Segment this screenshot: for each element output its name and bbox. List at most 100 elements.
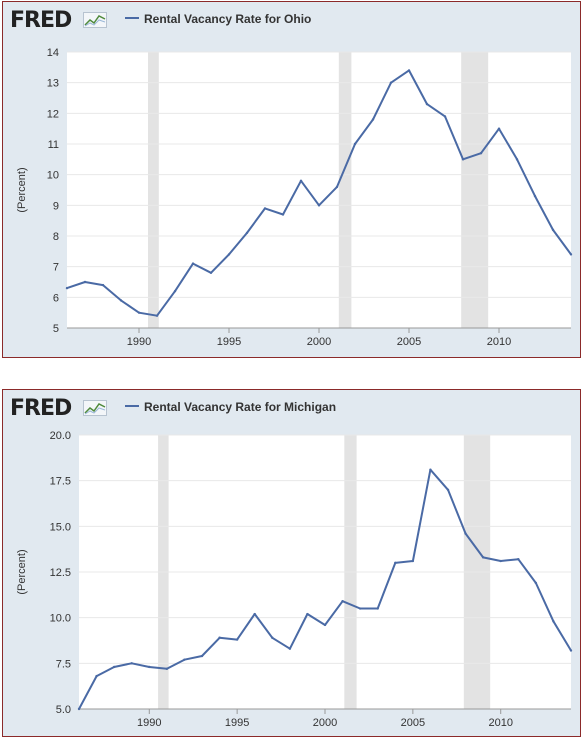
data-point [299, 179, 303, 182]
data-point [534, 581, 538, 585]
data-point [389, 81, 393, 84]
data-point [77, 707, 81, 711]
y-tick-label: 9 [53, 200, 59, 212]
x-tick-label: 2000 [313, 717, 337, 729]
recession-band [338, 52, 352, 328]
x-tick-label: 1995 [225, 717, 249, 729]
y-tick-label: 10.0 [50, 613, 71, 625]
y-tick-label: 7.5 [56, 658, 71, 670]
data-point [353, 142, 357, 146]
data-point [461, 158, 465, 161]
data-point [533, 194, 537, 198]
x-tick-label: 1990 [127, 336, 151, 348]
legend-swatch [125, 404, 139, 407]
data-point [551, 228, 555, 232]
data-point [552, 620, 555, 623]
y-tick-label: 13 [47, 78, 59, 90]
data-point [209, 271, 213, 274]
data-point [173, 290, 177, 293]
legend-label: Rental Vacancy Rate for Michigan [144, 400, 337, 414]
y-tick-label: 12 [47, 108, 59, 120]
chart-svg-ohio: 5 6 7 8 9 10 11 12 13 14 1990 1995 2000 2005 2010 (Perc… [16, 47, 573, 348]
y-tick-label: 7 [53, 262, 59, 274]
chart-panel-ohio: FRED Rental Vacancy Rate for Ohio 5 6 7 8 9 1… [2, 1, 581, 358]
recession-band [148, 52, 159, 328]
data-point [411, 559, 415, 563]
data-point [95, 674, 98, 678]
x-tick-label: 2005 [401, 717, 425, 729]
data-point [183, 658, 186, 661]
x-tick-label: 2010 [488, 717, 512, 729]
y-axis-label: (Percent) [16, 549, 28, 594]
fred-chart-icon [83, 400, 107, 416]
legend-label: Rental Vacancy Rate for Ohio [144, 12, 312, 26]
data-point [271, 636, 274, 639]
data-point [515, 158, 519, 161]
legend-item[interactable]: Rental Vacancy Rate for Michigan [125, 400, 336, 414]
data-point [137, 311, 141, 314]
y-tick-label: 15.0 [50, 521, 71, 533]
data-point [335, 185, 339, 189]
y-tick-label: 6 [53, 292, 59, 304]
data-point [155, 314, 159, 317]
chart-svg-michigan: 5.0 7.5 10.0 12.5 15.0 17.5 20.0 1990 1995 2000 20… [16, 430, 573, 729]
data-point [200, 654, 204, 658]
legend-swatch [125, 16, 139, 19]
data-point [429, 468, 432, 471]
y-tick-label: 14 [47, 47, 59, 59]
fred-chart-icon [83, 12, 107, 28]
y-tick-label: 5 [53, 323, 59, 335]
data-point [288, 647, 292, 650]
data-point [263, 207, 267, 210]
data-point [317, 204, 321, 207]
data-point [499, 559, 502, 563]
data-point [479, 152, 483, 155]
data-point [481, 556, 485, 559]
y-tick-label: 10 [47, 170, 59, 182]
data-point [323, 623, 327, 627]
chart-panel-michigan: FRED Rental Vacancy Rate for Michigan 5.… [2, 389, 581, 737]
y-tick-label: 8 [53, 231, 59, 243]
y-tick-label: 20.0 [50, 430, 71, 442]
fred-logo[interactable]: FRED [10, 396, 72, 421]
x-tick-label: 1990 [137, 717, 161, 729]
y-axis-label: (Percent) [16, 167, 28, 212]
y-tick-label: 11 [48, 139, 59, 151]
legend-item[interactable]: Rental Vacancy Rate for Ohio [125, 12, 311, 26]
data-point [376, 607, 379, 610]
data-point [83, 280, 87, 284]
data-point [191, 262, 195, 265]
data-point [394, 561, 397, 565]
x-tick-label: 2000 [307, 336, 331, 348]
chart-header: FRED Rental Vacancy Rate for Ohio [3, 2, 580, 38]
data-point [101, 283, 105, 287]
data-point [517, 558, 520, 561]
x-tick-label: 1995 [217, 336, 241, 348]
data-point [130, 662, 133, 665]
fred-logo[interactable]: FRED [10, 8, 72, 33]
data-point [407, 69, 411, 72]
data-point [148, 665, 151, 669]
x-tick-label: 2005 [397, 336, 421, 348]
data-point [218, 636, 221, 639]
data-point [119, 299, 123, 302]
data-point [65, 286, 69, 290]
data-point [358, 607, 362, 610]
y-tick-label: 17.5 [50, 476, 71, 488]
data-point [497, 127, 501, 130]
data-point [464, 532, 467, 535]
y-tick-label: 5.0 [56, 704, 71, 716]
data-point [227, 253, 231, 256]
data-point [306, 612, 309, 616]
data-point [569, 253, 573, 256]
data-point [253, 612, 256, 616]
data-point [569, 649, 573, 652]
data-point [235, 638, 239, 641]
y-tick-label: 12.5 [50, 567, 71, 579]
plot-area [67, 52, 571, 328]
data-point [112, 665, 116, 669]
x-tick-label: 2010 [487, 336, 511, 348]
data-point [446, 488, 450, 491]
data-point [165, 667, 169, 671]
data-point [425, 102, 429, 106]
